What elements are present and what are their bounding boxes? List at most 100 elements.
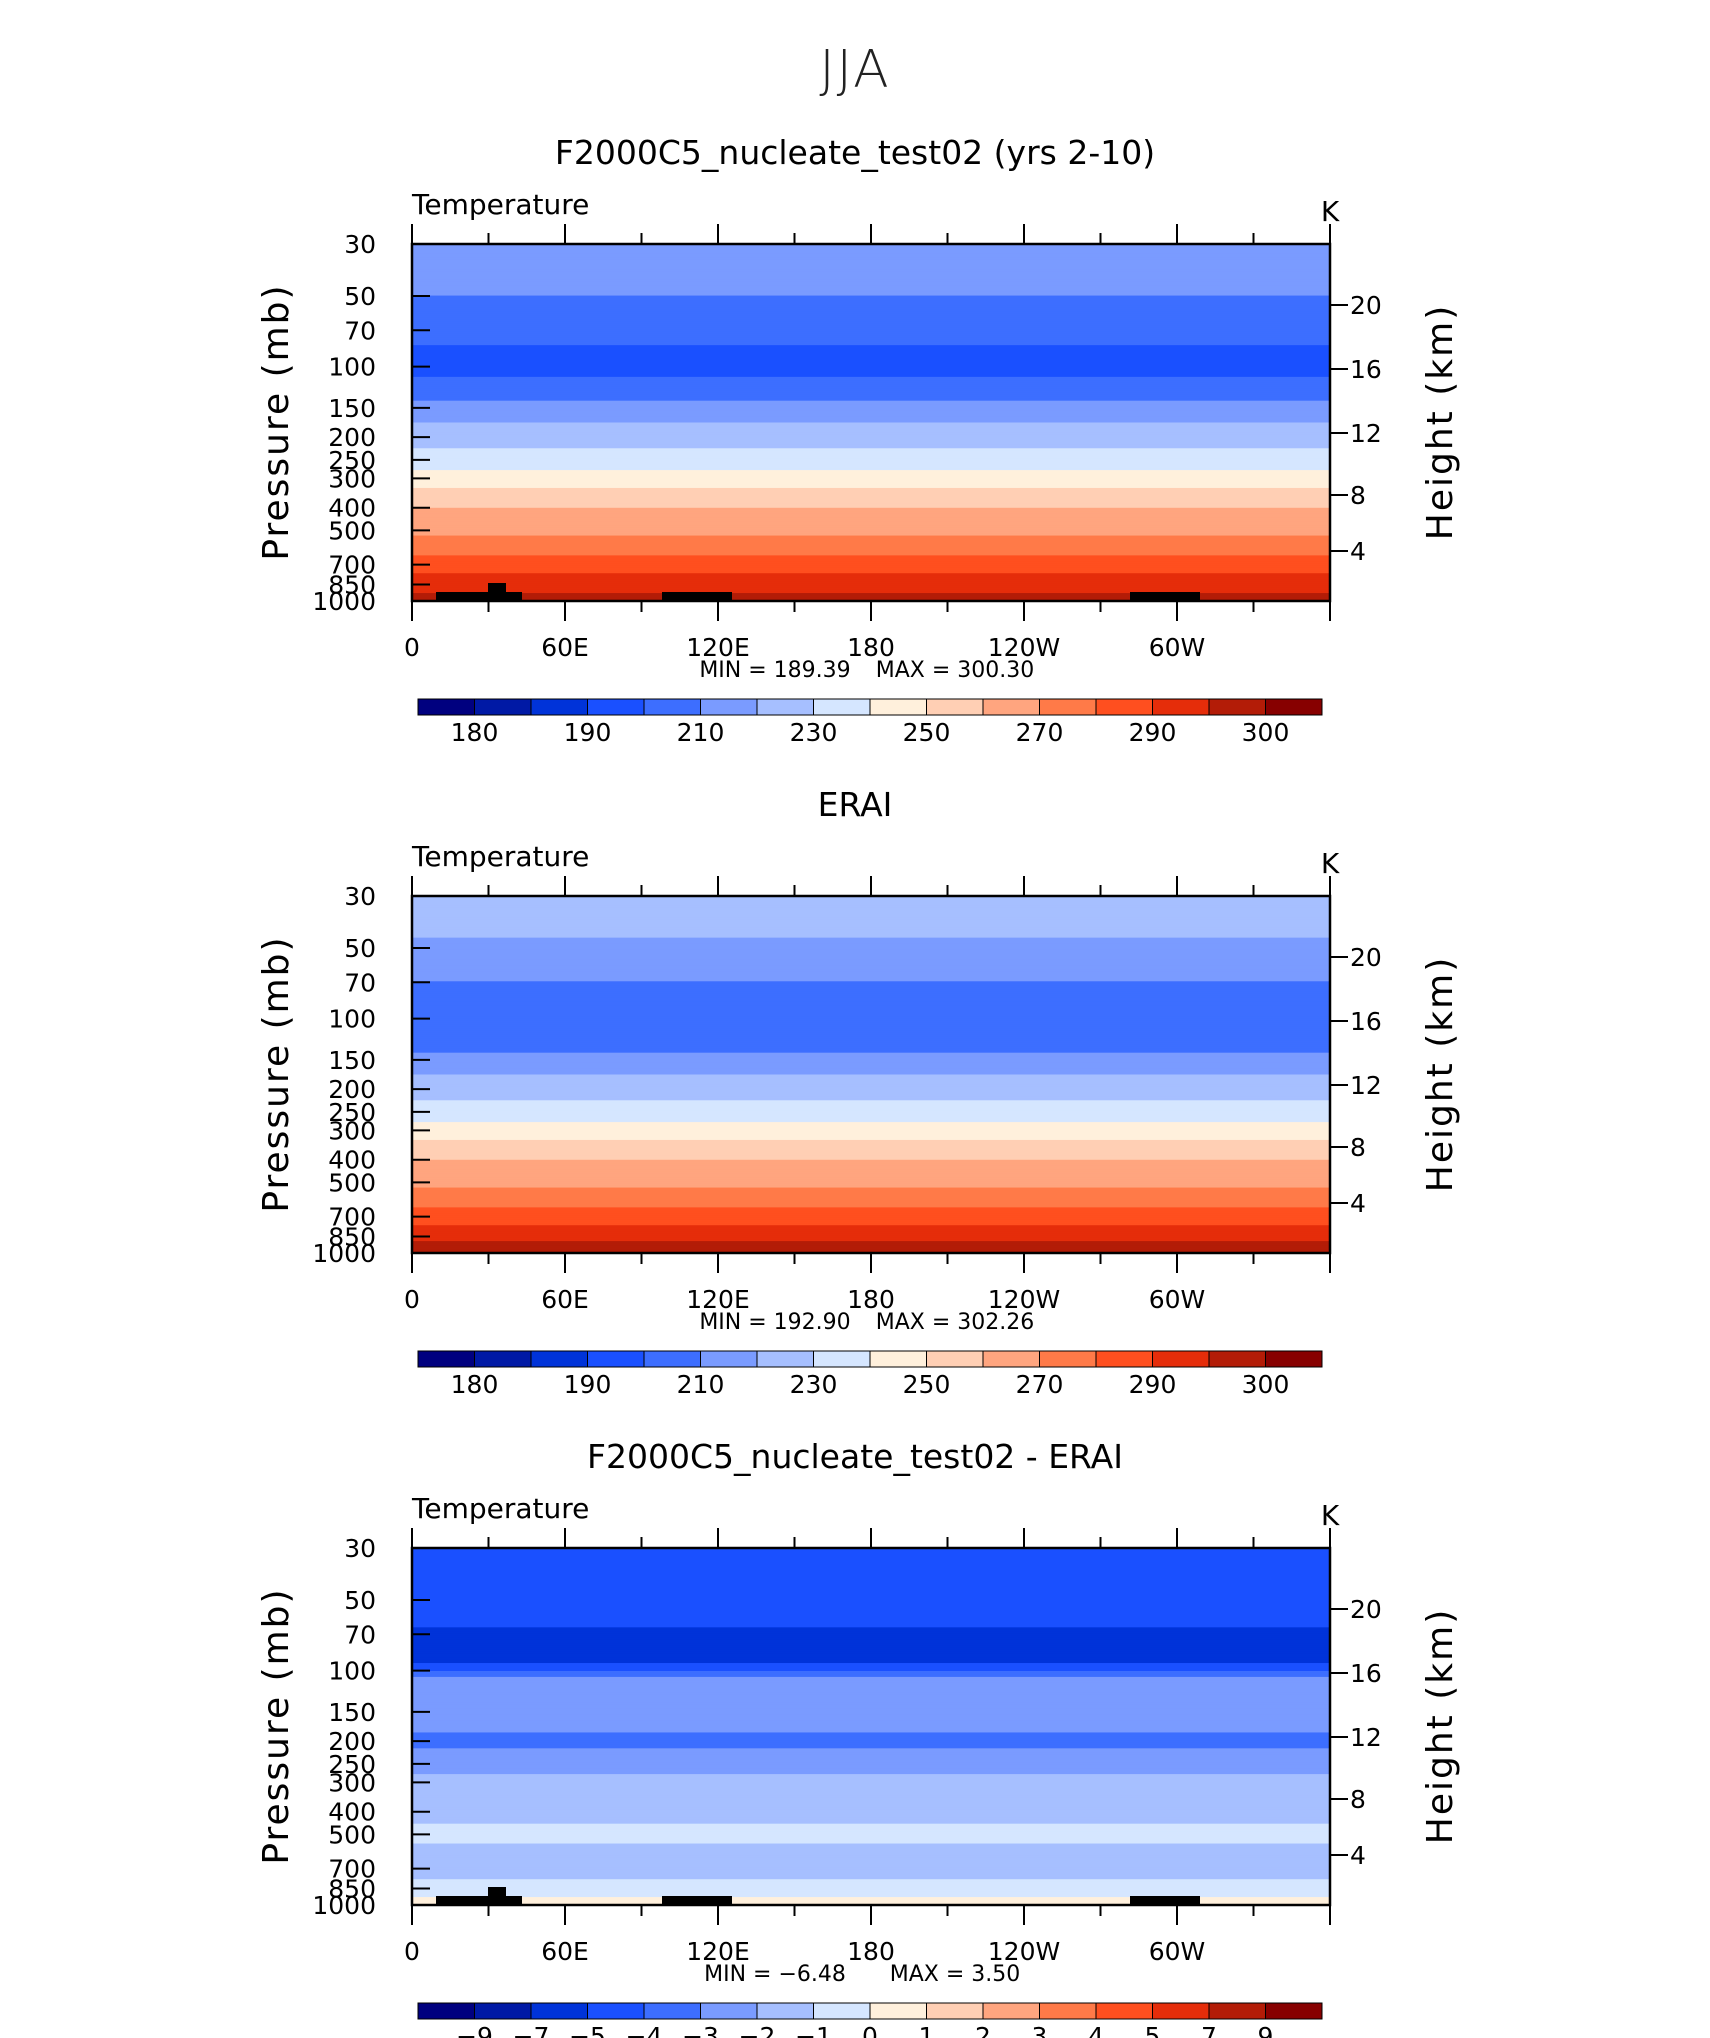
contour-band	[412, 547, 1330, 551]
contour-band	[412, 1215, 1330, 1218]
colorbar-swatch	[982, 698, 1040, 716]
contour-band	[412, 1645, 1330, 1648]
contour-band	[412, 1849, 1330, 1853]
colorbar-swatch	[587, 698, 645, 716]
contour-band	[412, 485, 1330, 489]
contour-band	[412, 396, 1330, 400]
contour-band	[412, 1595, 1330, 1599]
contour-band	[412, 1076, 1330, 1080]
contour-band	[412, 1680, 1330, 1684]
contour-band	[412, 279, 1330, 283]
y-tick-label: 500	[328, 1820, 376, 1849]
colorbar: 180 190 210 230 250 270 290 300	[417, 1350, 1323, 1399]
contour-band	[412, 1231, 1330, 1234]
contour-band	[412, 1748, 1330, 1751]
contour-band	[412, 961, 1330, 965]
contour-band	[412, 1110, 1330, 1113]
contour-band	[412, 247, 1330, 251]
contour-band	[412, 265, 1330, 269]
colorbar-swatch	[926, 1350, 984, 1368]
contour-band	[412, 1066, 1330, 1070]
y-tick-label: 1000	[312, 1239, 376, 1268]
contour-band	[412, 1137, 1330, 1141]
contour-band	[412, 291, 1330, 295]
topography-block	[662, 592, 732, 601]
contour-band	[412, 563, 1330, 566]
y2-tick-label: 20	[1350, 943, 1382, 972]
contour-band	[412, 513, 1330, 517]
x-tick-label: 60W	[1149, 633, 1206, 662]
chart-panel-2: ERAI Temperature K 0 60E 120E 180 120W 60W MIN = …	[256, 785, 1461, 1399]
chart-panel-1: F2000C5_nucleate_test02 (yrs 2-10) Temper…	[256, 133, 1461, 747]
x-tick-label: 0	[404, 1937, 420, 1966]
contour-band	[412, 335, 1330, 338]
contour-band	[412, 482, 1330, 485]
y-tick-label: 300	[328, 1768, 376, 1797]
contour-band	[412, 1124, 1330, 1127]
contour-band	[412, 341, 1330, 344]
contour-band	[412, 1760, 1330, 1763]
contour-band	[412, 347, 1330, 350]
contour-band	[412, 1040, 1330, 1044]
contour-band	[412, 1575, 1330, 1579]
contour-band	[412, 1845, 1330, 1849]
contour-band	[412, 1060, 1330, 1064]
contour-band	[412, 561, 1330, 564]
y-tick-label: 50	[344, 1586, 376, 1615]
contour-band	[412, 521, 1330, 525]
contour-band	[412, 1064, 1330, 1068]
contour-band	[412, 432, 1330, 435]
y-tick-label: 300	[328, 464, 376, 493]
contour-band	[412, 919, 1330, 923]
contour-band	[412, 1068, 1330, 1072]
contour-band	[412, 989, 1330, 992]
contour-band	[412, 1851, 1330, 1855]
min-label: MIN = −6.48	[704, 1962, 846, 1987]
contour-band	[412, 1175, 1330, 1179]
y-tick-label: 700	[328, 1855, 376, 1884]
colorbar-swatch	[869, 698, 927, 716]
contour-band	[412, 1716, 1330, 1720]
contour-band	[412, 321, 1330, 324]
contour-band	[412, 1869, 1330, 1872]
y2-axis-label: Height (km)	[1420, 1608, 1461, 1844]
x-tick-label: 180	[847, 1937, 895, 1966]
contour-band	[412, 1730, 1330, 1734]
contour-band	[412, 1702, 1330, 1706]
contour-band	[412, 1859, 1330, 1862]
contour-band	[412, 1895, 1330, 1898]
colorbar-label: 3	[1032, 2022, 1048, 2038]
contour-band	[412, 511, 1330, 515]
contour-band	[412, 1797, 1330, 1801]
contour-band	[412, 1728, 1330, 1732]
contour-band	[412, 337, 1330, 340]
contour-band	[412, 1883, 1330, 1886]
contour-band	[412, 971, 1330, 974]
contour-band	[412, 1072, 1330, 1076]
contour-band	[412, 1841, 1330, 1845]
contour-band	[412, 1096, 1330, 1099]
contour-band	[412, 1742, 1330, 1745]
contour-band	[412, 345, 1330, 348]
contour-band	[412, 1203, 1330, 1206]
contour-band	[412, 315, 1330, 318]
colorbar-swatch	[700, 2002, 758, 2020]
contour-band	[412, 468, 1330, 471]
contour-band	[412, 1062, 1330, 1066]
contour-band	[412, 1185, 1330, 1189]
contour-band	[412, 1126, 1330, 1129]
min-label: MIN = 192.90	[699, 1310, 850, 1335]
colorbar-swatch	[474, 2002, 532, 2020]
contour-band	[412, 1239, 1330, 1242]
contour-band	[412, 1020, 1330, 1024]
contour-band	[412, 1696, 1330, 1700]
y-tick-label: 100	[328, 1005, 376, 1034]
colorbar-swatch	[869, 2002, 927, 2020]
contour-band	[412, 535, 1330, 539]
contour-band	[412, 1827, 1330, 1831]
contour-band	[412, 913, 1330, 917]
contour-band	[412, 363, 1330, 366]
contour-band	[412, 430, 1330, 434]
contour-band	[412, 1899, 1330, 1902]
